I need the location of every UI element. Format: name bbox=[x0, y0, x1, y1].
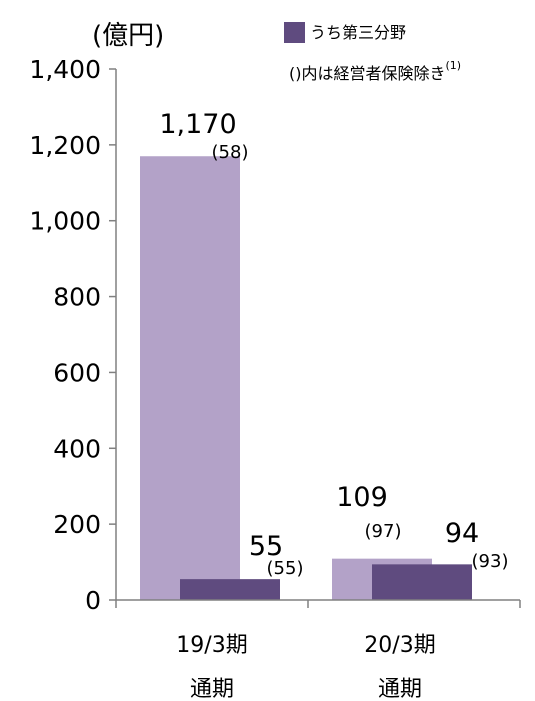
legend-note-footnote: (1) bbox=[446, 59, 462, 72]
x-category-sublabel: 通期 bbox=[190, 677, 234, 701]
data-sublabel: (58) bbox=[212, 142, 249, 163]
bars bbox=[140, 156, 472, 600]
y-axis: 0 200 400 600 800 1,000 1,200 1,400 bbox=[29, 55, 117, 615]
data-label: 109 bbox=[336, 482, 388, 513]
y-tick-label: 1,200 bbox=[29, 131, 101, 160]
y-unit-label: (億円) bbox=[92, 21, 164, 51]
y-tick-label: 600 bbox=[53, 358, 101, 387]
y-tick-label: 400 bbox=[53, 434, 101, 463]
y-tick-label: 0 bbox=[85, 586, 101, 615]
x-category-label: 19/3期 bbox=[176, 633, 247, 658]
y-tick-label: 1,400 bbox=[29, 55, 101, 84]
data-sublabel: (55) bbox=[267, 558, 304, 579]
bar-third-sector bbox=[372, 564, 472, 600]
y-tick-label: 800 bbox=[53, 283, 101, 312]
legend-swatch-third-sector bbox=[284, 22, 305, 43]
data-labels: 1,170(58) 109 (97) 55(55) 94(93) bbox=[159, 109, 508, 579]
bar-total bbox=[140, 156, 240, 600]
data-label: 94 bbox=[445, 518, 479, 549]
x-category-sublabel: 通期 bbox=[378, 677, 422, 701]
legend-note: ()内は経営者保険除き(1) bbox=[289, 59, 461, 83]
data-sublabel: (97) bbox=[365, 521, 402, 542]
data-label: 1,170 bbox=[159, 109, 236, 140]
legend-label-third-sector: うち第三分野 bbox=[310, 23, 406, 42]
y-tick-label: 200 bbox=[53, 510, 101, 539]
legend: うち第三分野 ()内は経営者保険除き(1) bbox=[284, 22, 461, 83]
y-tick-label: 1,000 bbox=[29, 207, 101, 236]
bar-third-sector bbox=[180, 579, 280, 600]
x-category-label: 20/3期 bbox=[364, 633, 435, 658]
data-sublabel: (93) bbox=[472, 551, 509, 572]
data-label: 55 bbox=[249, 531, 283, 562]
